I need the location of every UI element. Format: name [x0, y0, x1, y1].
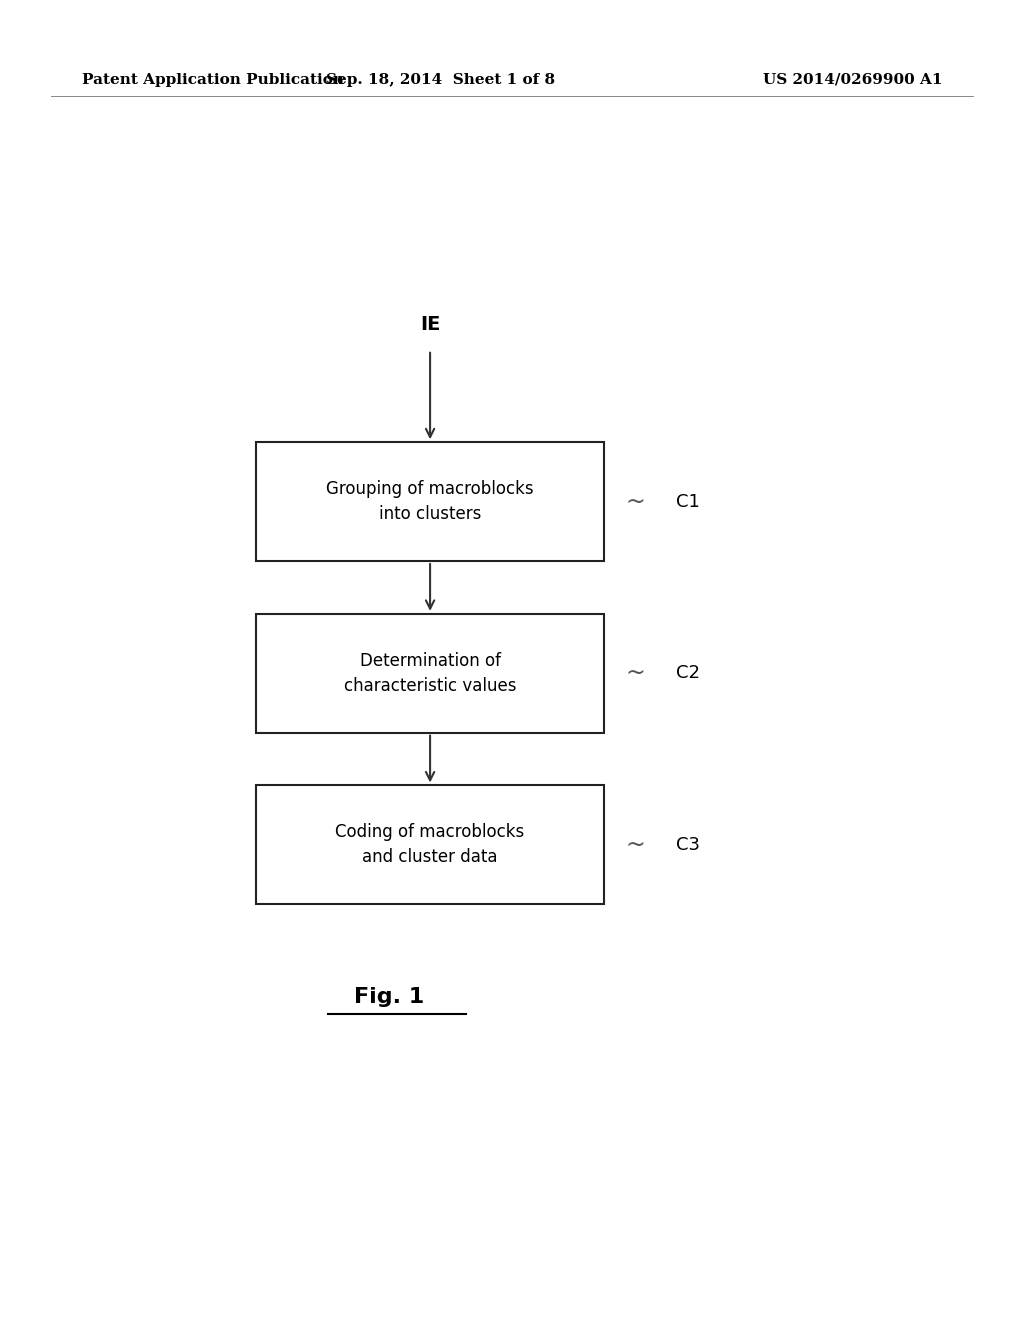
Text: Fig. 1: Fig. 1 [354, 986, 424, 1007]
Text: IE: IE [420, 315, 440, 334]
Text: Grouping of macroblocks
into clusters: Grouping of macroblocks into clusters [327, 480, 534, 523]
FancyBboxPatch shape [256, 785, 604, 904]
Text: C1: C1 [676, 492, 699, 511]
Text: ~: ~ [626, 661, 645, 685]
Text: US 2014/0269900 A1: US 2014/0269900 A1 [763, 73, 942, 87]
FancyBboxPatch shape [256, 614, 604, 733]
Text: C3: C3 [676, 836, 699, 854]
Text: Determination of
characteristic values: Determination of characteristic values [344, 652, 516, 694]
Text: ~: ~ [626, 833, 645, 857]
Text: Sep. 18, 2014  Sheet 1 of 8: Sep. 18, 2014 Sheet 1 of 8 [326, 73, 555, 87]
FancyBboxPatch shape [256, 442, 604, 561]
Text: ~: ~ [626, 490, 645, 513]
Text: Coding of macroblocks
and cluster data: Coding of macroblocks and cluster data [336, 824, 524, 866]
Text: Patent Application Publication: Patent Application Publication [82, 73, 344, 87]
Text: C2: C2 [676, 664, 699, 682]
